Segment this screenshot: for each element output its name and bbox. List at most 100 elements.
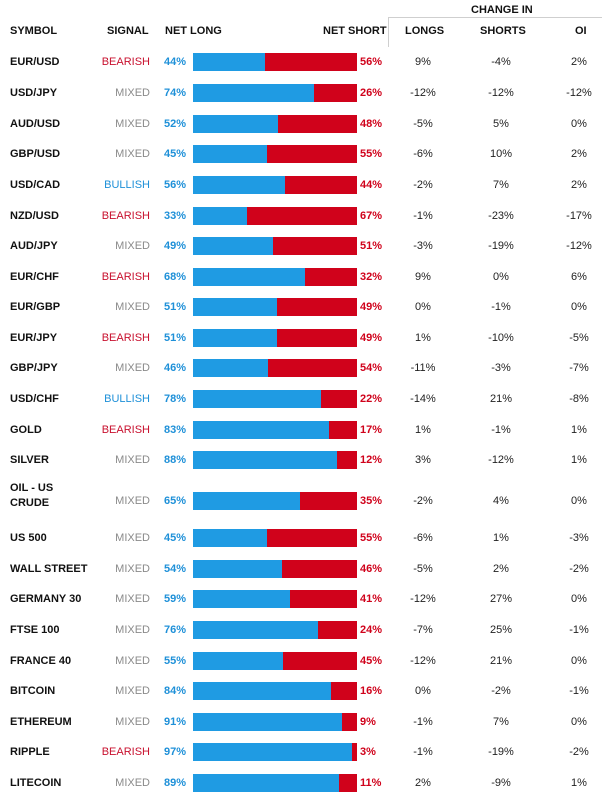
net-long-percent: 52%: [163, 118, 186, 130]
symbol-cell[interactable]: SILVER: [10, 454, 49, 466]
change-longs-cell: 9%: [415, 56, 431, 68]
table-row[interactable]: NZD/USD BEARISH 33% 67% -1% -23% -17%: [0, 207, 609, 225]
symbol-cell[interactable]: BITCOIN: [10, 685, 56, 697]
symbol-cell[interactable]: LITECOIN: [10, 777, 62, 789]
sentiment-bar-long: [193, 652, 283, 670]
table-row[interactable]: EUR/GBP MIXED 51% 49% 0% -1% 0%: [0, 298, 609, 316]
table-row[interactable]: AUD/USD MIXED 52% 48% -5% 5% 0%: [0, 115, 609, 133]
net-long-percent: 55%: [163, 655, 186, 667]
change-longs-cell: -1%: [413, 746, 433, 758]
symbol-cell[interactable]: NZD/USD: [10, 210, 59, 222]
table-row[interactable]: RIPPLE BEARISH 97% 3% -1% -19% -2%: [0, 743, 609, 761]
table-row[interactable]: LITECOIN MIXED 89% 11% 2% -9% 1%: [0, 774, 609, 792]
change-shorts-cell: 21%: [489, 655, 513, 667]
signal-cell: BEARISH: [101, 332, 150, 344]
symbol-cell[interactable]: EUR/JPY: [10, 332, 58, 344]
header-shorts: SHORTS: [480, 25, 526, 37]
net-long-percent: 44%: [163, 56, 186, 68]
change-oi-cell: 1%: [571, 454, 587, 466]
symbol-cell[interactable]: EUR/CHF: [10, 271, 59, 283]
symbol-cell[interactable]: EUR/USD: [10, 56, 60, 68]
change-longs-cell: -2%: [413, 179, 433, 191]
sentiment-bar-long: [193, 421, 329, 439]
table-row[interactable]: EUR/USD BEARISH 44% 56% 9% -4% 2%: [0, 53, 609, 71]
change-shorts-cell: 27%: [489, 593, 513, 605]
sentiment-bar-long: [193, 53, 265, 71]
table-row[interactable]: SILVER MIXED 88% 12% 3% -12% 1%: [0, 451, 609, 469]
table-row[interactable]: ETHEREUM MIXED 91% 9% -1% 7% 0%: [0, 713, 609, 731]
symbol-cell[interactable]: AUD/USD: [10, 118, 61, 130]
symbol-cell[interactable]: AUD/JPY: [10, 240, 58, 252]
net-long-percent: 78%: [163, 393, 186, 405]
sentiment-bar-long: [193, 621, 318, 639]
symbol-cell[interactable]: US 500: [10, 532, 47, 544]
sentiment-bar-long: [193, 560, 282, 578]
symbol-cell[interactable]: FTSE 100: [10, 624, 60, 636]
table-row[interactable]: EUR/JPY BEARISH 51% 49% 1% -10% -5%: [0, 329, 609, 347]
table-row[interactable]: BITCOIN MIXED 84% 16% 0% -2% -1%: [0, 682, 609, 700]
table-row[interactable]: OIL - US CRUDE MIXED 65% 35% -2% 4% 0%: [0, 482, 609, 522]
symbol-cell[interactable]: ETHEREUM: [10, 716, 72, 728]
change-oi-cell: -2%: [569, 563, 589, 575]
sentiment-bar-long: [193, 298, 277, 316]
net-short-percent: 51%: [360, 240, 383, 252]
table-row[interactable]: GOLD BEARISH 83% 17% 1% -1% 1%: [0, 421, 609, 439]
sentiment-bar: [193, 492, 357, 510]
sentiment-bar: [193, 713, 357, 731]
table-row[interactable]: EUR/CHF BEARISH 68% 32% 9% 0% 6%: [0, 268, 609, 286]
sentiment-bar: [193, 529, 357, 547]
table-row[interactable]: USD/CHF BULLISH 78% 22% -14% 21% -8%: [0, 390, 609, 408]
change-shorts-cell: -23%: [488, 210, 514, 222]
net-short-percent: 49%: [360, 301, 383, 313]
table-row[interactable]: US 500 MIXED 45% 55% -6% 1% -3%: [0, 529, 609, 547]
net-short-percent: 54%: [360, 362, 383, 374]
symbol-cell[interactable]: USD/JPY: [10, 87, 58, 99]
symbol-cell[interactable]: GERMANY 30: [10, 593, 82, 605]
change-shorts-cell: 1%: [493, 532, 509, 544]
signal-cell: BEARISH: [101, 210, 150, 222]
change-shorts-cell: -9%: [491, 777, 511, 789]
symbol-cell[interactable]: GBP/JPY: [10, 362, 58, 374]
change-shorts-cell: 7%: [493, 179, 509, 191]
net-long-percent: 84%: [163, 685, 186, 697]
table-row[interactable]: AUD/JPY MIXED 49% 51% -3% -19% -12%: [0, 237, 609, 255]
header-oi: OI: [575, 25, 587, 37]
symbol-cell[interactable]: USD/CHF: [10, 393, 59, 405]
signal-cell: BEARISH: [101, 271, 150, 283]
sentiment-bar: [193, 590, 357, 608]
symbol-cell[interactable]: USD/CAD: [10, 179, 61, 191]
change-shorts-cell: -1%: [491, 301, 511, 313]
header-longs: LONGS: [405, 25, 445, 37]
change-longs-cell: -12%: [410, 655, 436, 667]
header-net-short: NET SHORT: [323, 25, 387, 37]
table-row[interactable]: USD/JPY MIXED 74% 26% -12% -12% -12%: [0, 84, 609, 102]
table-row[interactable]: GBP/JPY MIXED 46% 54% -11% -3% -7%: [0, 359, 609, 377]
net-short-percent: 32%: [360, 271, 383, 283]
symbol-cell[interactable]: GOLD: [10, 424, 42, 436]
sentiment-bar-long: [193, 390, 321, 408]
sentiment-bar: [193, 359, 357, 377]
change-longs-cell: 0%: [415, 685, 431, 697]
table-row[interactable]: GBP/USD MIXED 45% 55% -6% 10% 2%: [0, 145, 609, 163]
net-long-percent: 68%: [163, 271, 186, 283]
table-row[interactable]: USD/CAD BULLISH 56% 44% -2% 7% 2%: [0, 176, 609, 194]
table-row[interactable]: FTSE 100 MIXED 76% 24% -7% 25% -1%: [0, 621, 609, 639]
table-row[interactable]: WALL STREET MIXED 54% 46% -5% 2% -2%: [0, 560, 609, 578]
sentiment-bar: [193, 682, 357, 700]
symbol-cell[interactable]: FRANCE 40: [10, 655, 72, 667]
table-row[interactable]: GERMANY 30 MIXED 59% 41% -12% 27% 0%: [0, 590, 609, 608]
symbol-cell[interactable]: EUR/GBP: [10, 301, 61, 313]
change-longs-cell: 1%: [415, 332, 431, 344]
signal-cell: MIXED: [115, 87, 150, 99]
signal-cell: MIXED: [115, 495, 150, 507]
symbol-cell[interactable]: WALL STREET: [10, 563, 88, 575]
symbol-cell[interactable]: OIL - US CRUDE: [10, 482, 54, 509]
sentiment-bar-long: [193, 590, 290, 608]
sentiment-bar: [193, 743, 357, 761]
symbol-cell[interactable]: GBP/USD: [10, 148, 61, 160]
net-short-percent: 35%: [360, 495, 383, 507]
symbol-cell[interactable]: RIPPLE: [10, 746, 50, 758]
table-row[interactable]: FRANCE 40 MIXED 55% 45% -12% 21% 0%: [0, 652, 609, 670]
change-longs-cell: -1%: [413, 210, 433, 222]
net-short-percent: 44%: [360, 179, 383, 191]
